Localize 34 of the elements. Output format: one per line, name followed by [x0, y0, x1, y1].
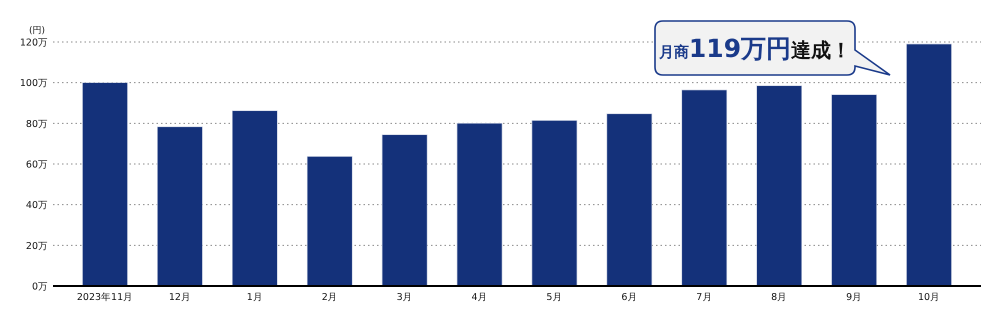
- bar: [606, 113, 652, 286]
- x-tick-label: 7月: [696, 292, 712, 303]
- x-tick-label: 6月: [621, 292, 638, 303]
- x-tick-label: 2月: [322, 292, 338, 303]
- bar: [382, 134, 428, 286]
- y-tick-label: 40万: [26, 200, 48, 212]
- bar: [756, 85, 802, 286]
- y-axis-title: (円): [28, 26, 46, 36]
- x-tick-label: 5月: [546, 292, 562, 303]
- x-tick-label: 12月: [168, 292, 191, 303]
- bar: [306, 156, 353, 286]
- bar: [456, 123, 502, 286]
- bar: [532, 120, 578, 286]
- bar: [681, 90, 728, 286]
- bar: [831, 94, 877, 286]
- y-tick-label: 0万: [32, 282, 48, 292]
- bar: [157, 126, 203, 286]
- bar: [906, 44, 952, 286]
- y-tick-label: 80万: [26, 118, 48, 130]
- y-tick-label: 120万: [20, 38, 48, 48]
- x-tick-label: 3月: [396, 292, 413, 303]
- y-tick-label: 20万: [26, 240, 48, 252]
- x-tick-label: 4月: [472, 292, 488, 303]
- bar: [82, 82, 128, 286]
- x-tick-label: 8月: [771, 292, 788, 303]
- annotation: 月商119万円達成！: [658, 34, 852, 63]
- callout: 月商119万円達成！: [654, 20, 891, 76]
- y-tick-label: 100万: [20, 78, 48, 90]
- x-tick-label: 1月: [246, 292, 263, 303]
- x-tick-label: 2023年11月: [76, 291, 134, 303]
- bar: [232, 110, 278, 286]
- y-tick-label: 60万: [26, 160, 48, 170]
- x-tick-label: 10月: [918, 292, 940, 303]
- x-tick-label: 9月: [846, 292, 862, 303]
